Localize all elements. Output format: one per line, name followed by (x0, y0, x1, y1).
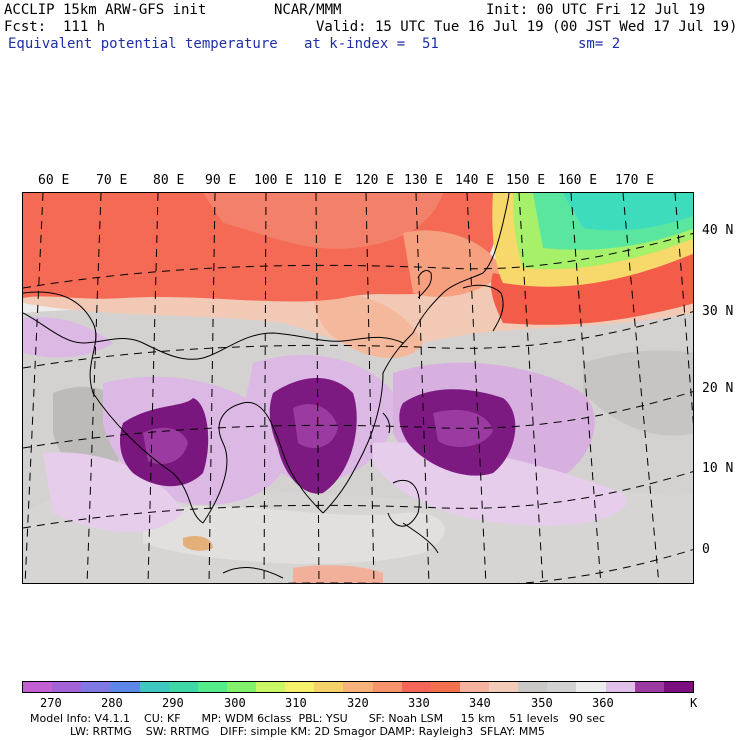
colorbar-tick-label: 360 (592, 696, 614, 710)
colorbar-segment (634, 682, 664, 692)
colorbar-segment (168, 682, 198, 692)
init-time: Init: 00 UTC Fri 12 Jul 19 (486, 2, 706, 18)
colorbar-segment (110, 682, 140, 692)
lon-label: 130 E (404, 173, 444, 188)
colorbar-tick-label: 350 (531, 696, 553, 710)
model-title: ACCLIP 15km ARW-GFS init (4, 2, 207, 18)
colorbar-segment (401, 682, 431, 692)
lat-label: 10 N (702, 461, 734, 476)
colorbar-segment (459, 682, 489, 692)
colorbar-segment (285, 682, 315, 692)
lon-label: 90 E (205, 173, 237, 188)
map-panel (22, 192, 694, 584)
lon-label: 100 E (254, 173, 294, 188)
colorbar-segment (576, 682, 606, 692)
colorbar-segment (256, 682, 286, 692)
lat-label: 0 (702, 542, 710, 557)
lon-label: 120 E (355, 173, 395, 188)
colorbar-tick-label: 310 (285, 696, 307, 710)
colorbar-segment (81, 682, 111, 692)
colorbar-segment (547, 682, 577, 692)
colorbar-tick-label: 330 (408, 696, 430, 710)
colorbar-segment (23, 682, 53, 692)
smoothing-info: sm= 2 (578, 36, 621, 52)
colorbar-tick-label: 320 (347, 696, 369, 710)
colorbar-segment (197, 682, 227, 692)
colorbar-segment (314, 682, 344, 692)
lon-label: 150 E (506, 173, 546, 188)
colorbar-segment (663, 682, 693, 692)
colorbar-segment (226, 682, 256, 692)
colorbar-segment (605, 682, 635, 692)
level-info: at k-index = 51 (304, 36, 439, 52)
lon-label: 110 E (303, 173, 343, 188)
colorbar-segment (489, 682, 519, 692)
lon-label: 140 E (455, 173, 495, 188)
theta-e-field (23, 193, 693, 583)
colorbar-tick-label: 340 (469, 696, 491, 710)
colorbar-tick-label: 280 (101, 696, 123, 710)
physics-info-line: LW: RRTMG SW: RRTMG DIFF: simple KM: 2D … (70, 725, 545, 738)
lon-label: 80 E (153, 173, 185, 188)
lon-label: 160 E (558, 173, 598, 188)
colorbar-segment (139, 682, 169, 692)
lon-label: 170 E (615, 173, 655, 188)
lat-label: 30 N (702, 304, 734, 319)
colorbar-tick-label: 270 (40, 696, 62, 710)
colorbar-segment (343, 682, 373, 692)
colorbar-tick-label: 300 (224, 696, 246, 710)
lat-label: 20 N (702, 381, 734, 396)
colorbar-tick-label: 290 (162, 696, 184, 710)
valid-time: Valid: 15 UTC Tue 16 Jul 19 (00 JST Wed … (316, 19, 738, 35)
colorbar-segment (430, 682, 460, 692)
colorbar-segment (52, 682, 82, 692)
lat-label: 40 N (702, 223, 734, 238)
org-label: NCAR/MMM (274, 2, 342, 18)
model-info-line: Model Info: V4.1.1 CU: KF MP: WDM 6class… (30, 712, 606, 725)
colorbar-unit: K (690, 696, 698, 710)
colorbar-segment (518, 682, 548, 692)
forecast-hour: Fcst: 111 h (4, 19, 106, 35)
colorbar (22, 681, 694, 693)
field-name: Equivalent potential temperature (8, 36, 278, 52)
lon-label: 70 E (96, 173, 128, 188)
lon-label: 60 E (38, 173, 70, 188)
colorbar-segment (372, 682, 402, 692)
